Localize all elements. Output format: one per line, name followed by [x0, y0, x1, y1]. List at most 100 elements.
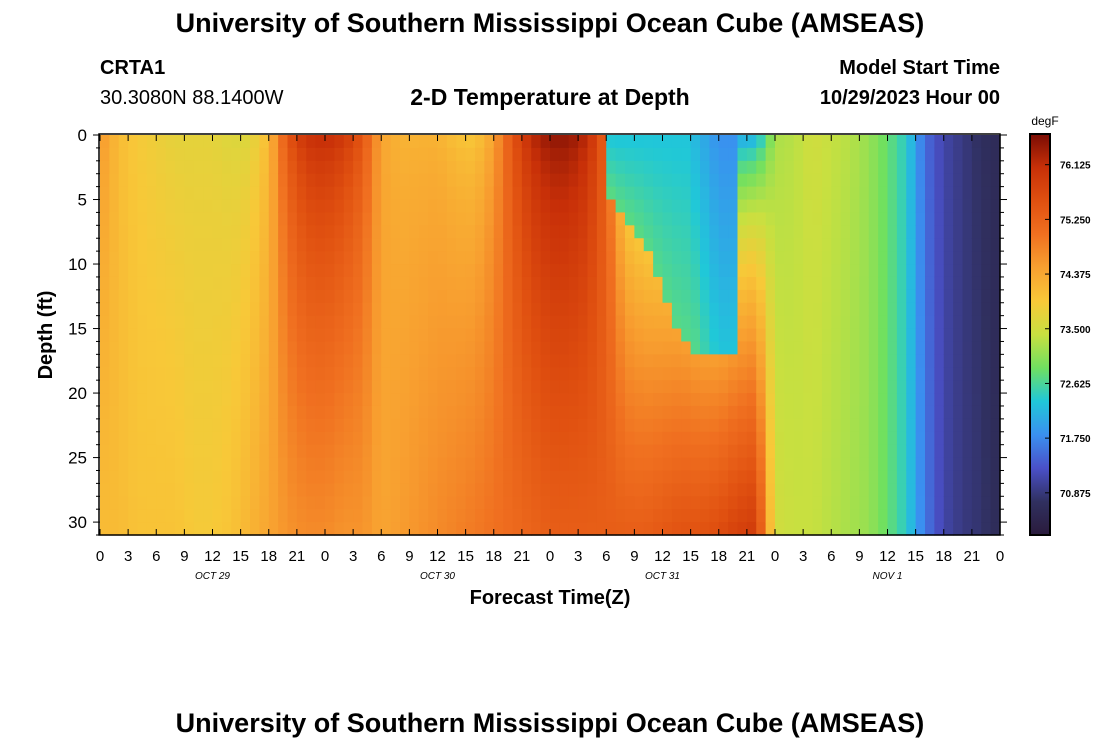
- x-tick-label: 12: [204, 548, 221, 565]
- heatmap-cell: [850, 496, 860, 510]
- heatmap-cell: [775, 135, 785, 149]
- heatmap-cell: [456, 470, 467, 484]
- heatmap-cell: [315, 328, 326, 343]
- heatmap-cell: [709, 238, 720, 252]
- heatmap-cell: [943, 354, 954, 368]
- heatmap-cell: [325, 431, 335, 446]
- heatmap-cell: [896, 238, 907, 252]
- heatmap-cell: [765, 405, 776, 420]
- heatmap-cell: [503, 238, 514, 252]
- heatmap-cell: [193, 496, 204, 510]
- heatmap-cell: [840, 186, 851, 201]
- heatmap-cell: [981, 135, 992, 149]
- heatmap-cell: [128, 367, 139, 381]
- heatmap-cell: [409, 173, 420, 188]
- heatmap-cell: [465, 341, 476, 355]
- heatmap-cell: [287, 367, 298, 381]
- heatmap-cell: [990, 341, 1001, 355]
- heatmap-cell: [559, 160, 570, 175]
- heatmap-cell: [456, 238, 467, 252]
- heatmap-cell: [793, 509, 804, 523]
- heatmap-cell: [859, 238, 870, 252]
- heatmap-cell: [784, 186, 795, 201]
- heatmap-cell: [109, 418, 120, 433]
- heatmap-cell: [700, 251, 710, 265]
- heatmap-cell: [850, 470, 860, 484]
- heatmap-cell: [268, 380, 279, 394]
- heatmap-cell: [400, 341, 410, 355]
- heatmap-cell: [934, 457, 945, 472]
- heatmap-cell: [296, 509, 307, 523]
- heatmap-cell: [175, 418, 185, 433]
- heatmap-cell: [578, 135, 589, 149]
- heatmap-cell: [100, 276, 110, 291]
- heatmap-cell: [118, 405, 129, 420]
- heatmap-cell: [362, 199, 373, 214]
- heatmap-cell: [409, 418, 420, 433]
- x-axis-label: Forecast Time(Z): [470, 587, 631, 609]
- heatmap-cell: [859, 509, 870, 523]
- heatmap-cell: [381, 199, 392, 214]
- heatmap-cell: [231, 225, 242, 239]
- heatmap-cell: [700, 496, 710, 510]
- heatmap-cell: [568, 289, 579, 304]
- heatmap-cell: [896, 251, 907, 265]
- heatmap-cell: [146, 496, 157, 510]
- heatmap-cell: [315, 405, 326, 420]
- heatmap-cell: [896, 354, 907, 368]
- heatmap-cell: [578, 393, 589, 407]
- heatmap-cell: [859, 354, 870, 368]
- heatmap-cell: [231, 380, 242, 394]
- heatmap-cell: [812, 289, 823, 304]
- heatmap-cell: [446, 238, 457, 252]
- heatmap-cell: [165, 302, 176, 317]
- heatmap-cell: [156, 225, 167, 239]
- heatmap-cell: [240, 405, 251, 420]
- heatmap-cell: [278, 431, 289, 446]
- heatmap-cell: [531, 405, 542, 420]
- heatmap-cell: [812, 147, 823, 162]
- heatmap-cell: [953, 225, 964, 239]
- heatmap-cell: [550, 238, 560, 252]
- heatmap-cell: [446, 147, 457, 162]
- heatmap-cell: [493, 341, 504, 355]
- heatmap-cell: [428, 160, 439, 175]
- heatmap-cell: [418, 315, 429, 330]
- heatmap-cell: [700, 302, 710, 317]
- heatmap-cell: [615, 431, 626, 446]
- heatmap-cell: [165, 483, 176, 497]
- heatmap-cell: [775, 289, 785, 304]
- heatmap-cell: [840, 302, 851, 317]
- heatmap-cell: [184, 431, 195, 446]
- heatmap-cell: [240, 225, 251, 239]
- heatmap-cell: [296, 483, 307, 497]
- heatmap-cell: [709, 457, 720, 472]
- heatmap-cell: [690, 470, 701, 484]
- heatmap-cell: [475, 509, 485, 523]
- heatmap-cell: [325, 225, 335, 239]
- heatmap-cell: [887, 135, 898, 149]
- heatmap-cell: [550, 354, 560, 368]
- heatmap-cell: [953, 405, 964, 420]
- heatmap-cell: [615, 225, 626, 239]
- heatmap-cell: [850, 457, 860, 472]
- heatmap-cell: [465, 483, 476, 497]
- heatmap-cell: [690, 354, 701, 368]
- heatmap-cell: [315, 251, 326, 265]
- heatmap-cell: [334, 147, 345, 162]
- heatmap-cell: [653, 212, 664, 226]
- heatmap-cell: [859, 405, 870, 420]
- heatmap-cell: [353, 199, 364, 214]
- heatmap-cell: [381, 444, 392, 459]
- heatmap-cell: [709, 135, 720, 149]
- heatmap-cell: [559, 135, 570, 149]
- heatmap-cell: [221, 315, 232, 330]
- heatmap-cell: [784, 225, 795, 239]
- heatmap-cell: [906, 496, 917, 510]
- heatmap-cell: [456, 328, 467, 343]
- heatmap-cell: [962, 380, 973, 394]
- heatmap-cell: [962, 354, 973, 368]
- heatmap-cell: [784, 238, 795, 252]
- heatmap-cell: [971, 251, 982, 265]
- heatmap-cell: [962, 457, 973, 472]
